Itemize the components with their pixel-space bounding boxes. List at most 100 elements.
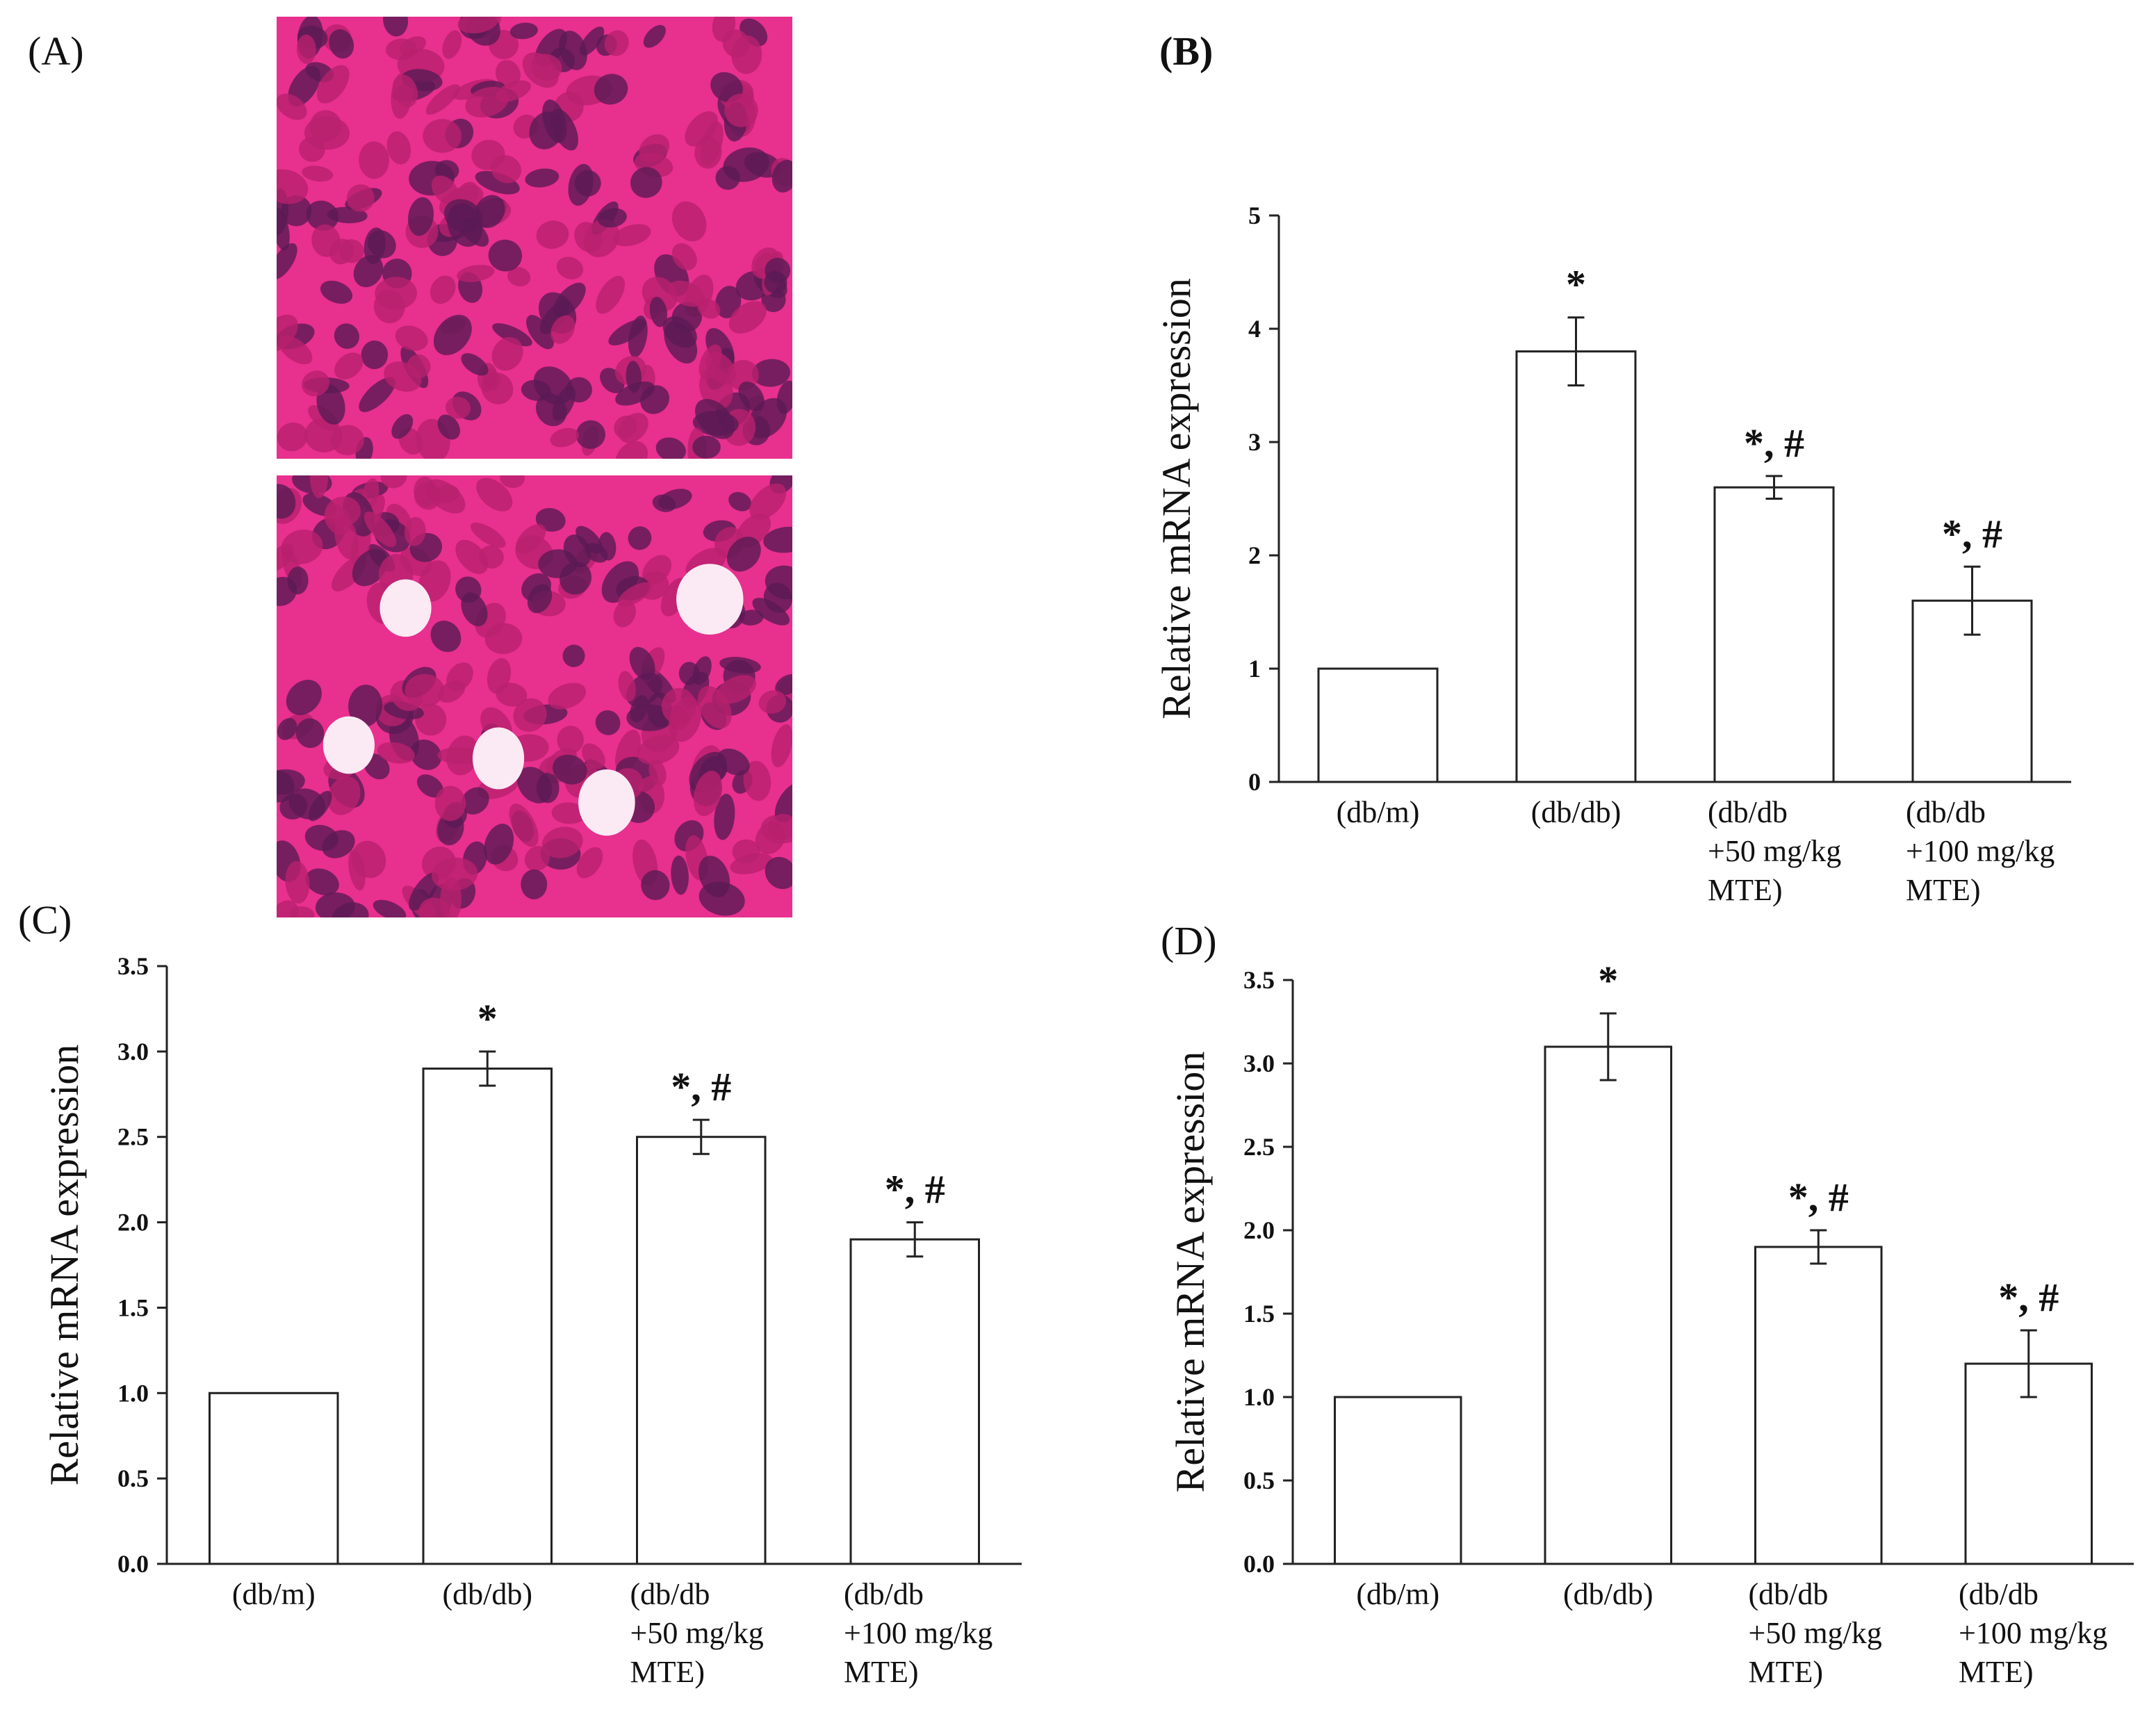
x-tick-label: (db/m)	[232, 1577, 316, 1611]
cell-shape	[594, 74, 628, 105]
cell-shape	[618, 412, 648, 443]
cell-shape	[507, 267, 531, 286]
cell-shape	[329, 29, 354, 59]
cell-shape	[409, 872, 439, 911]
y-tick-label: 1.0	[117, 1379, 149, 1407]
cell-shape	[277, 422, 308, 452]
y-tick-label: 3	[1248, 428, 1261, 456]
cell-shape	[513, 698, 547, 732]
x-tick-label-line: (db/db)	[442, 1577, 532, 1611]
histology-image-bottom	[277, 475, 792, 917]
x-tick-label-line: +100 mg/kg	[1959, 1616, 2107, 1650]
cell-shape	[425, 84, 460, 115]
cell-shape	[315, 892, 355, 917]
cell-shape	[764, 270, 787, 294]
x-tick-label: (db/db +50 mg/kg MTE)	[1708, 795, 1841, 907]
cell-shape	[359, 377, 395, 412]
cell-shape	[322, 830, 355, 858]
cell-shape	[305, 868, 339, 896]
cell-shape	[550, 108, 578, 151]
x-tick-label: (db/m)	[1337, 795, 1420, 829]
bar	[209, 1391, 339, 1565]
bar	[1544, 1045, 1672, 1565]
cell-shape	[277, 243, 297, 280]
x-tick-label-line: +50 mg/kg	[1749, 1616, 1882, 1650]
bar	[1334, 1396, 1462, 1565]
chart-c: 0.0 0.5 1.0 1.5 2.0 2.5 3.0 3.5 Relative mRNA ex…	[42, 952, 1022, 1689]
cell-shape	[714, 794, 735, 840]
significance-marker: *, #	[1788, 1175, 1849, 1220]
cell-shape	[395, 325, 428, 351]
y-tick-label: 3.0	[117, 1038, 149, 1066]
bar	[1754, 1246, 1883, 1565]
y-tick-label: 3.5	[117, 952, 149, 980]
cell-shape	[629, 646, 655, 680]
cell-shape	[728, 491, 752, 512]
cell-shape	[715, 286, 742, 318]
cell-shape	[316, 65, 350, 104]
cell-shape	[771, 160, 792, 193]
cell-shape	[457, 17, 499, 34]
chart-b: 0 1 2 3 4 5 Relative mRNA expression (db/m) * (db…	[1154, 202, 2071, 907]
y-axis-label: Relative mRNA expression	[1168, 1052, 1213, 1493]
cell-shape	[568, 163, 594, 206]
cell-shape	[724, 93, 758, 127]
cell-shape	[768, 813, 792, 840]
cell-shape	[550, 427, 579, 448]
cell-shape	[552, 386, 576, 421]
cell-shape	[484, 824, 514, 865]
y-axis-label: Relative mRNA expression	[1154, 278, 1199, 719]
cell-shape	[431, 857, 478, 891]
cell-shape	[671, 855, 689, 895]
panel-label-d: (D)	[1161, 918, 1217, 963]
cell-shape	[302, 165, 334, 182]
cell-shape	[277, 900, 299, 917]
y-axis-label: Relative mRNA expression	[42, 1045, 87, 1486]
histology-bottom-drawing	[277, 475, 792, 917]
cell-shape	[289, 906, 315, 917]
cell-shape	[728, 301, 767, 334]
significance-marker: *, #	[1998, 1275, 2059, 1320]
cell-shape	[604, 30, 629, 56]
cell-shape	[526, 315, 554, 350]
cell-shape	[668, 280, 705, 307]
x-tick-label: (db/db +100 mg/kg MTE)	[1906, 795, 2055, 907]
cell-shape	[334, 352, 364, 379]
cell-shape	[479, 545, 504, 569]
cell-shape	[277, 93, 307, 120]
cell-shape	[423, 119, 462, 153]
bar	[849, 1238, 980, 1565]
x-tick-label-line: (db/db	[1708, 795, 1788, 829]
cell-shape	[685, 111, 718, 147]
cell-shape	[751, 359, 790, 387]
cell-shape	[699, 856, 730, 897]
y-tick-label: 5	[1248, 202, 1261, 229]
cell-shape	[437, 747, 482, 765]
cell-shape	[608, 319, 646, 346]
y-tick-label: 0.5	[117, 1464, 149, 1492]
x-tick-label: (db/db +50 mg/kg MTE)	[630, 1577, 764, 1689]
x-tick-label-line: (db/db)	[1563, 1577, 1653, 1611]
cell-shape	[484, 623, 523, 655]
bar	[1317, 667, 1439, 783]
cell-shape	[392, 74, 418, 108]
cell-shape	[380, 475, 407, 489]
cell-shape	[536, 220, 569, 250]
cell-shape	[583, 219, 620, 258]
cell-shape	[324, 504, 351, 535]
x-tick-label-line: (db/m)	[1337, 795, 1420, 829]
cell-shape	[437, 414, 461, 440]
cell-shape	[348, 684, 383, 727]
cell-shape	[306, 200, 339, 231]
cell-shape	[509, 803, 539, 847]
y-tick-label: 1.5	[117, 1293, 149, 1321]
cell-shape	[655, 437, 686, 459]
cell-shape	[288, 65, 320, 107]
x-tick-label: (db/m)	[1356, 1577, 1439, 1611]
x-tick-label-line: +100 mg/kg	[844, 1616, 993, 1650]
significance-marker: *, #	[1942, 511, 2002, 556]
significance-marker: *	[1598, 958, 1618, 1003]
y-tick-label: 4	[1248, 315, 1261, 343]
y-tick-label: 1.0	[1243, 1383, 1275, 1411]
cell-shape	[438, 680, 466, 703]
